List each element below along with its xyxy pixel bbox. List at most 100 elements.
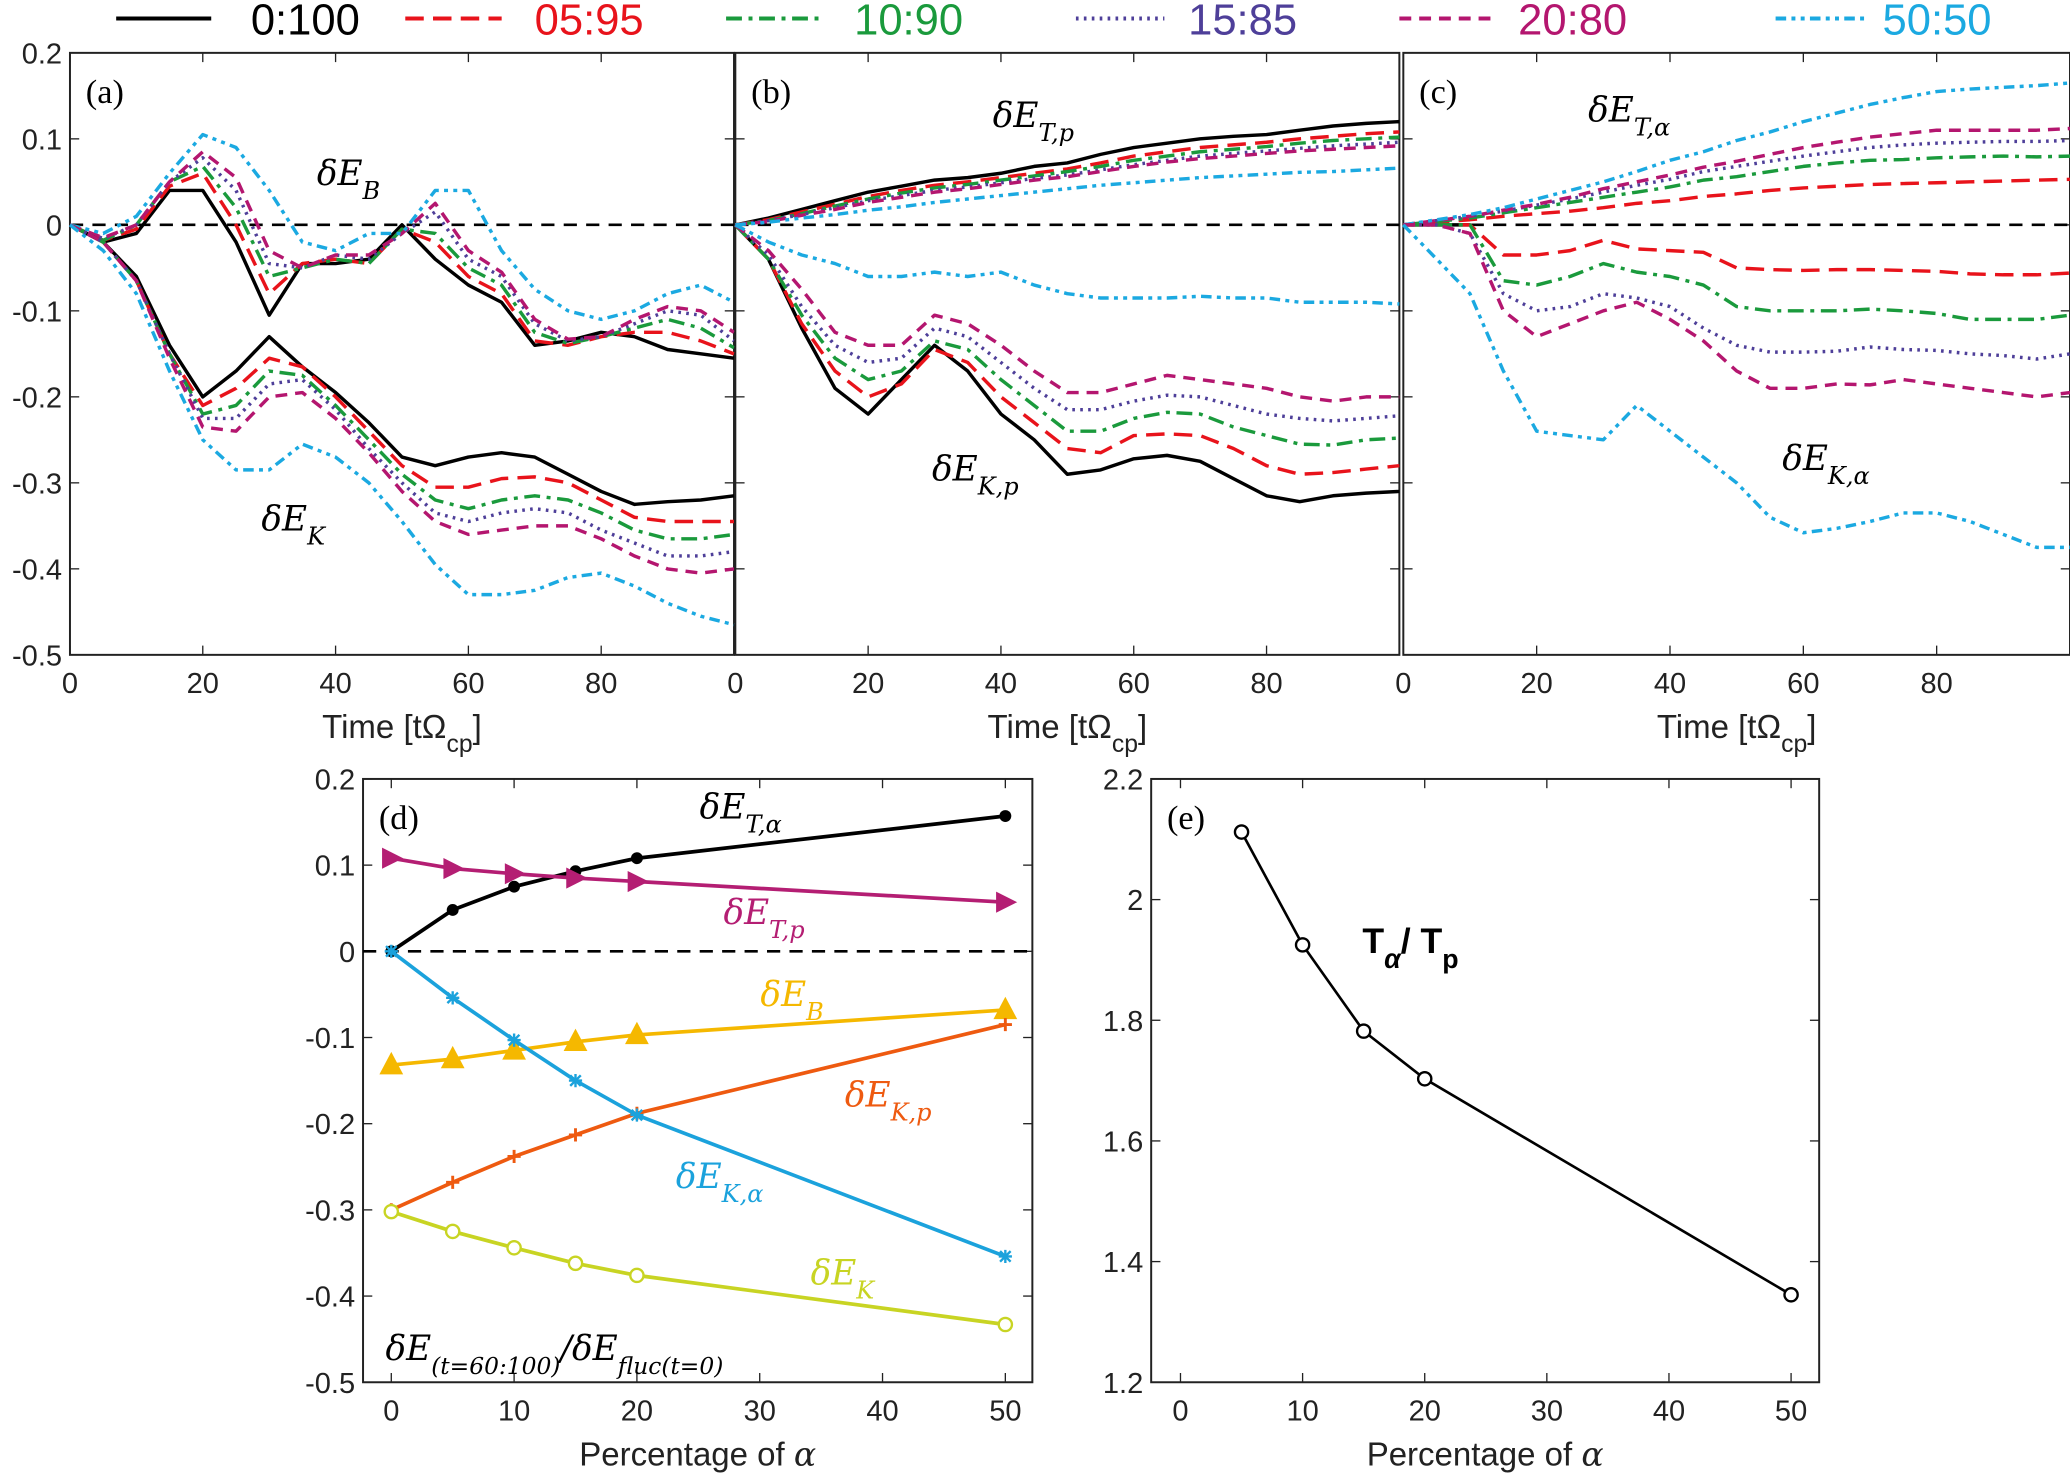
data-point (998, 1017, 1012, 1032)
data-point (1416, 1071, 1433, 1087)
x-axis-label-main: Percentage of (579, 1435, 794, 1472)
series-line (390, 814, 1006, 953)
series-line-10-90 (1403, 223, 2070, 322)
data-point (996, 891, 1018, 913)
x-tick-label: 80 (1921, 668, 1953, 700)
series-line (390, 856, 1006, 905)
data-point (629, 1267, 645, 1284)
text-subscript: K (855, 1277, 876, 1305)
series-line-10-90 (69, 223, 735, 541)
series-annotation: δET,p (993, 96, 1074, 147)
y-tick-label: -0.1 (305, 1023, 355, 1055)
y-tick-label: 1.4 (1103, 1247, 1143, 1279)
series-label: δEK,α (676, 1157, 764, 1208)
data-point (1355, 1023, 1372, 1039)
data-point (508, 880, 521, 893)
note-part: δE (385, 1329, 431, 1369)
y-tick-label: 1.6 (1103, 1126, 1143, 1158)
data-point (444, 1223, 461, 1240)
y-tick-label: 0 (46, 210, 62, 242)
label-part: / T (1401, 921, 1443, 961)
y-tick-label: -0.2 (12, 382, 62, 414)
series-annotation: δEK,p (932, 450, 1019, 501)
series-line-15-85 (69, 223, 735, 558)
text-subscript: B (362, 177, 381, 205)
text-subscript: B (805, 998, 824, 1026)
text-subscript: T,p (769, 916, 804, 944)
data-point (446, 904, 459, 916)
y-tick-label: 1.8 (1103, 1006, 1143, 1038)
data-point (384, 944, 398, 958)
data-point (379, 1051, 404, 1075)
text-main: δE (1782, 439, 1828, 479)
x-tick-label: 80 (585, 668, 617, 700)
x-tick-label: 40 (319, 668, 351, 700)
x-tick-label: 0 (1172, 1396, 1188, 1428)
x-tick-label: 50 (1775, 1396, 1807, 1428)
legend-label: 15:85 (1188, 0, 1297, 44)
x-axis-label: Percentage of α (1367, 1434, 1604, 1473)
series-line-15-85 (1403, 138, 2070, 227)
data-point (999, 810, 1012, 822)
text-subscript: K,α (721, 1180, 764, 1208)
text-subscript: T,α (1634, 114, 1670, 142)
note-part: fluc(t=0) (616, 1352, 724, 1380)
legend-label: 0:100 (251, 0, 360, 44)
x-tick-label: 20 (187, 668, 219, 700)
series-line-05-95 (1403, 177, 2070, 227)
series-line-05-95 (1403, 223, 2070, 277)
series-line-50-50 (69, 132, 735, 322)
text-subscript: K,α (1827, 462, 1870, 490)
x-axis-label-end: ] (473, 708, 482, 745)
data-point (507, 1033, 521, 1047)
x-tick-label: 30 (744, 1396, 776, 1428)
series-line-10-90 (1403, 154, 2070, 227)
series-line-10-90 (69, 164, 735, 350)
data-point (502, 1037, 526, 1060)
y-tick-label: 0.2 (22, 38, 62, 70)
series-line-20-80 (734, 223, 1400, 403)
series-line-20-80 (69, 150, 735, 341)
data-point (567, 1255, 584, 1272)
label-part: α (1384, 944, 1402, 974)
data-point (506, 1240, 522, 1256)
data-point (997, 1316, 1014, 1333)
data-point (440, 1045, 465, 1069)
data-point (568, 1073, 583, 1088)
y-tick-label: -0.1 (12, 296, 62, 328)
data-point (630, 1108, 644, 1122)
series-line-10-90 (735, 135, 1400, 227)
normalization-note: δE(t=60:100)/δEfluc(t=0) (385, 1329, 723, 1380)
y-tick-label: -0.4 (12, 554, 62, 586)
legend-item: 05:95 (405, 0, 644, 44)
data-point (446, 991, 460, 1005)
series-label: δEB (760, 975, 823, 1026)
y-tick-label: -0.4 (305, 1282, 355, 1314)
y-tick-label: -0.3 (12, 468, 62, 500)
x-axis-label-main: Time [tΩ (988, 708, 1112, 745)
text-subscript: K,p (977, 473, 1019, 501)
series-line-50-50 (734, 223, 1400, 306)
plot-frame (1150, 777, 1821, 1384)
y-tick-label: 1.2 (1103, 1368, 1143, 1400)
y-tick-label: 0.1 (315, 851, 355, 883)
x-tick-label: 60 (452, 668, 484, 700)
temperature-ratio-label: Tα/ Tp (1362, 921, 1458, 974)
legend-item: 10:90 (726, 0, 963, 44)
panel-label: (d) (379, 799, 419, 837)
text-main: δE (317, 154, 363, 194)
series-line (390, 949, 1007, 1259)
text-subscript: T,p (1038, 119, 1074, 147)
x-tick-label: 40 (985, 668, 1017, 700)
x-axis-label-main: Time [tΩ (322, 708, 446, 745)
data-point (566, 867, 588, 889)
data-point (446, 1175, 460, 1189)
x-tick-label: 10 (498, 1396, 530, 1428)
x-tick-label: 0 (383, 1396, 399, 1428)
data-point (1294, 937, 1311, 953)
series-line-05-95 (735, 130, 1400, 227)
data-point (630, 852, 643, 865)
x-tick-label: 0 (727, 668, 743, 700)
panel-label: (a) (86, 73, 124, 111)
